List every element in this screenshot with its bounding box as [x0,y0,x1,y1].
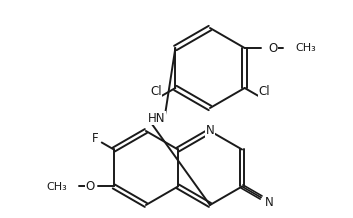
Text: F: F [92,133,99,145]
Text: O: O [85,180,95,193]
Text: CH₃: CH₃ [46,182,67,191]
Text: O: O [268,41,277,54]
Text: HN: HN [148,111,166,124]
Text: Cl: Cl [150,85,162,97]
Text: CH₃: CH₃ [296,43,316,53]
Text: Cl: Cl [258,85,270,97]
Text: N: N [264,196,273,208]
Text: N: N [206,124,214,138]
